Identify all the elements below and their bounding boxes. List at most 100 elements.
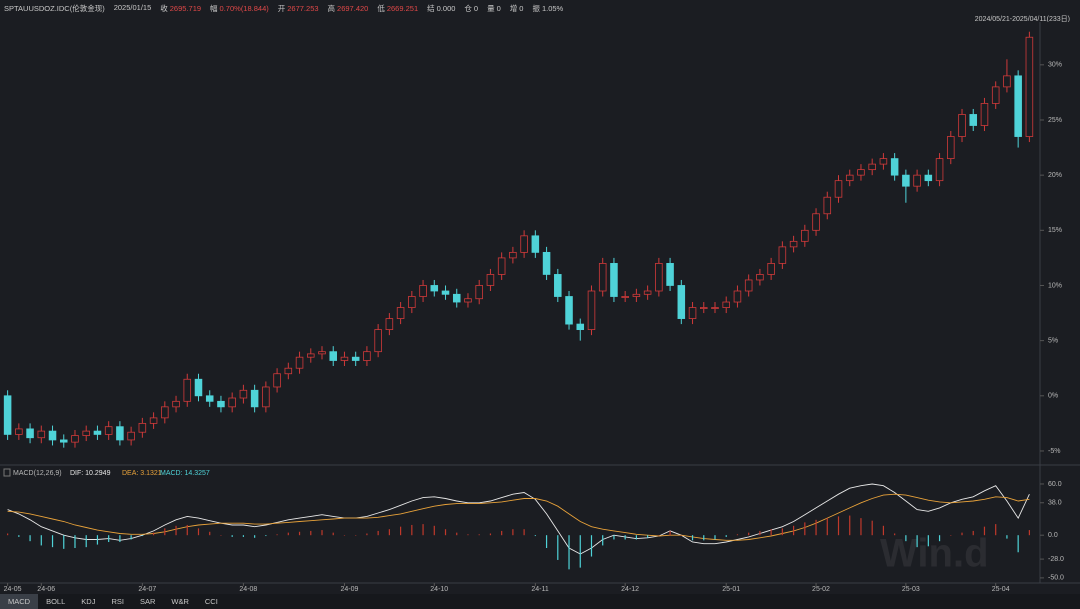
tab[interactable]: KDJ (81, 597, 96, 606)
macd-bar (186, 524, 188, 536)
macd-bar (366, 533, 368, 536)
quote-value: 2695.719 (169, 4, 202, 13)
candle-body (1014, 75, 1022, 137)
macd-bar (770, 529, 772, 536)
watermark: Win.d (880, 532, 989, 576)
legend-entry: DIF: 10.2949 (70, 470, 111, 477)
help-icon[interactable] (3, 468, 11, 477)
header: SPTAUUSDOZ.IDC(伦敦金现) 2025/01/15 收 2695.71… (4, 3, 563, 14)
macd-bar (748, 532, 750, 536)
candle-body (93, 430, 102, 435)
candle-body (217, 400, 225, 408)
macd-bar (882, 525, 885, 536)
candle-body (127, 431, 135, 441)
macd-bar (557, 535, 559, 560)
macd-bar (714, 535, 716, 540)
candle-body (610, 263, 618, 297)
macd-bar (231, 535, 233, 537)
macd-bar (905, 535, 907, 542)
candle-body (991, 86, 1000, 104)
candle-body (419, 285, 427, 297)
candle-body (632, 293, 641, 297)
macd-bar (40, 535, 42, 546)
macd-bar (197, 528, 200, 536)
candle-body (823, 196, 832, 215)
candle-body (250, 389, 259, 408)
tab[interactable]: CCI (204, 597, 218, 606)
x-tick-label: 24-12 (621, 586, 639, 593)
candle-body (104, 426, 113, 435)
x-tick-label: 24-07 (138, 586, 156, 593)
quote-item: 开 2677.253 (278, 3, 319, 14)
candle-body (722, 301, 730, 308)
candle-body (767, 263, 775, 275)
x-tick-label: 25-04 (992, 586, 1010, 593)
quote-label: 量 (487, 4, 495, 13)
candle-body (756, 274, 764, 281)
indicator-title: MACD(12,26,9) (13, 470, 62, 477)
candle-body (116, 426, 124, 441)
candle-body (307, 353, 315, 358)
candle-body (576, 323, 585, 331)
quote-label: 开 (277, 4, 286, 13)
tab[interactable]: BOLL (46, 597, 66, 606)
macd-bar (254, 535, 256, 538)
tab[interactable]: SAR (139, 597, 156, 606)
candle-body (464, 298, 472, 303)
candle-body (82, 430, 90, 436)
candle-body (340, 356, 349, 361)
candle-body (565, 296, 573, 325)
y-tick-label: 0.0 (1048, 532, 1058, 539)
candle-body (48, 430, 57, 441)
candle-body (554, 274, 562, 297)
quote-item: 幅 0.70%(18.844) (210, 3, 269, 14)
candle-body (643, 290, 652, 295)
candle-body (509, 251, 517, 259)
quote-label: 高 (327, 4, 336, 13)
tab[interactable]: MACD (0, 594, 39, 609)
macd-bar (467, 534, 469, 536)
y-tick-label: -5% (1048, 448, 1060, 455)
y-tick-label: -28.0 (1048, 556, 1064, 563)
quote-label: 幅 (210, 4, 218, 13)
y-tick-label: 20% (1048, 172, 1062, 179)
tab[interactable]: W&R (171, 597, 189, 606)
candle-body (161, 406, 169, 419)
macd-bar (725, 535, 727, 537)
macd-bar (164, 528, 166, 536)
candle-body (1003, 75, 1011, 88)
macd-bar (680, 535, 682, 536)
macd-bar (29, 535, 31, 542)
macd-bar (613, 535, 615, 540)
macd-bar (85, 535, 87, 548)
candle-body (857, 169, 865, 176)
quote-value: 2677.253 (287, 4, 319, 13)
macd-bar (276, 534, 278, 536)
candle-body (711, 307, 719, 309)
quote-value: 0.70%(18.844) (219, 4, 269, 13)
tab[interactable]: RSI (111, 597, 124, 606)
macd-bar (74, 535, 76, 548)
candle-body (26, 428, 34, 439)
macd-bar (635, 535, 637, 540)
x-tick-label: 24-09 (340, 586, 358, 593)
candle-body (3, 395, 12, 435)
macd-bar (534, 535, 536, 537)
macd-bar (51, 535, 54, 548)
macd-bar (894, 533, 896, 536)
date-range[interactable]: 2024/05/21-2025/04/11(233日) (974, 16, 1070, 23)
quote-value: 0.000 (436, 4, 456, 13)
quote-label: 结 (427, 4, 435, 13)
candle-body (172, 400, 180, 408)
candle-body (666, 263, 674, 286)
candle-body (688, 307, 697, 319)
macd-bar (388, 529, 390, 536)
candle-body (801, 229, 809, 242)
macd-bar (983, 526, 986, 536)
macd-bar (411, 524, 413, 536)
quote-item: 高 2697.420 (328, 3, 369, 14)
macd-bar (792, 525, 795, 536)
y-tick-label: 15% (1048, 227, 1062, 234)
candle-body (789, 240, 798, 248)
macd-bar (624, 535, 626, 540)
